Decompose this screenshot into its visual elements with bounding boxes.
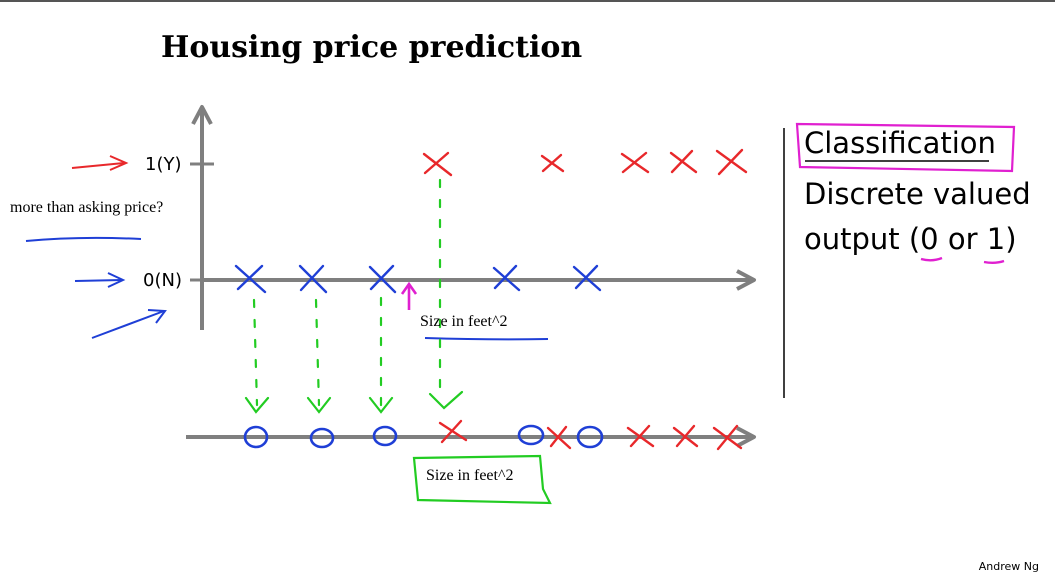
- bottom-negative-point: [243, 425, 269, 449]
- bottom-plot-axis: [186, 426, 756, 448]
- y-axis-arrowhead: [191, 105, 213, 125]
- bottom-positive-point: [672, 424, 699, 448]
- top-rule: [0, 0, 1055, 2]
- left-annotations: [25, 155, 167, 339]
- classification-highlight-box: [795, 122, 1016, 173]
- red-arrow-to-1: [71, 162, 125, 169]
- output-line: output (0 or 1): [804, 222, 1017, 256]
- x-axis-arrowhead: [736, 269, 756, 291]
- positive-point: [669, 149, 698, 174]
- discrete-valued-line: Discrete valued: [804, 177, 1031, 211]
- bottom-positive-points: [438, 419, 743, 451]
- negative-point: [368, 264, 397, 294]
- blue-arrow-to-0: [74, 279, 123, 282]
- positive-examples: [422, 148, 748, 177]
- bottom-negative-point: [372, 425, 398, 447]
- question-underline: [25, 236, 142, 242]
- question-label: more than asking price?: [10, 199, 164, 216]
- y-tick-label-0: 0(N): [143, 270, 182, 291]
- projection-arrows: [252, 178, 442, 407]
- author-footer: Andrew Ng: [978, 560, 1039, 573]
- classification-heading: Classification: [804, 126, 996, 160]
- positive-point: [422, 151, 453, 177]
- bottom-negative-points: [243, 424, 604, 449]
- blue-pointer-arrow: [91, 310, 165, 339]
- zero-underline: [920, 256, 943, 262]
- bottom-negative-point: [576, 425, 604, 449]
- threshold-arrow: [400, 281, 418, 310]
- x-axis-label-top: Size in feet^2: [420, 313, 508, 330]
- top-plot-axes: [190, 105, 756, 330]
- one-underline: [983, 259, 1005, 264]
- positive-point: [540, 153, 565, 173]
- negative-examples: [234, 264, 602, 294]
- bottom-positive-point: [438, 419, 468, 444]
- bottom-negative-point: [309, 427, 335, 449]
- negative-point: [492, 264, 521, 292]
- positive-point: [715, 148, 748, 176]
- bottom-positive-point: [626, 424, 655, 448]
- y-tick-label-1: 1(Y): [145, 154, 182, 175]
- projection-arrowheads: [244, 390, 464, 414]
- negative-point: [234, 264, 267, 294]
- axis-label-underline: [424, 337, 549, 341]
- negative-point: [572, 264, 602, 292]
- bottom-positive-point: [546, 425, 572, 450]
- bottom-label-box: [412, 454, 552, 505]
- x-axis-label-bottom: Size in feet^2: [426, 467, 514, 484]
- slide-title: Housing price prediction: [161, 30, 583, 65]
- bottom-positive-point: [712, 424, 743, 451]
- bottom-negative-point: [517, 424, 545, 446]
- positive-point: [620, 151, 650, 174]
- negative-point: [298, 264, 328, 294]
